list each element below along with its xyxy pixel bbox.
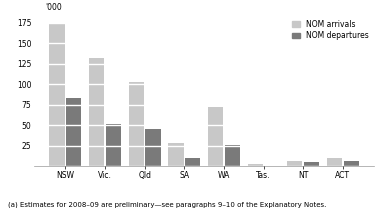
Bar xyxy=(208,107,223,166)
Bar xyxy=(146,129,161,166)
Text: (a) Estimates for 2008–09 are preliminary—see paragraphs 9–10 of the Explanatory: (a) Estimates for 2008–09 are preliminar… xyxy=(8,202,326,208)
Legend: NOM arrivals, NOM departures: NOM arrivals, NOM departures xyxy=(291,18,370,42)
Bar xyxy=(185,158,200,166)
Bar xyxy=(304,162,319,166)
Text: '000: '000 xyxy=(45,3,62,12)
Bar xyxy=(225,145,240,166)
Bar xyxy=(66,98,81,166)
Bar xyxy=(287,161,302,166)
Bar xyxy=(129,82,144,166)
Bar xyxy=(248,164,263,166)
Bar xyxy=(106,124,121,166)
Bar xyxy=(89,58,104,166)
Bar xyxy=(327,158,342,166)
Bar xyxy=(50,23,65,166)
Bar xyxy=(344,161,359,166)
Bar xyxy=(169,144,183,166)
